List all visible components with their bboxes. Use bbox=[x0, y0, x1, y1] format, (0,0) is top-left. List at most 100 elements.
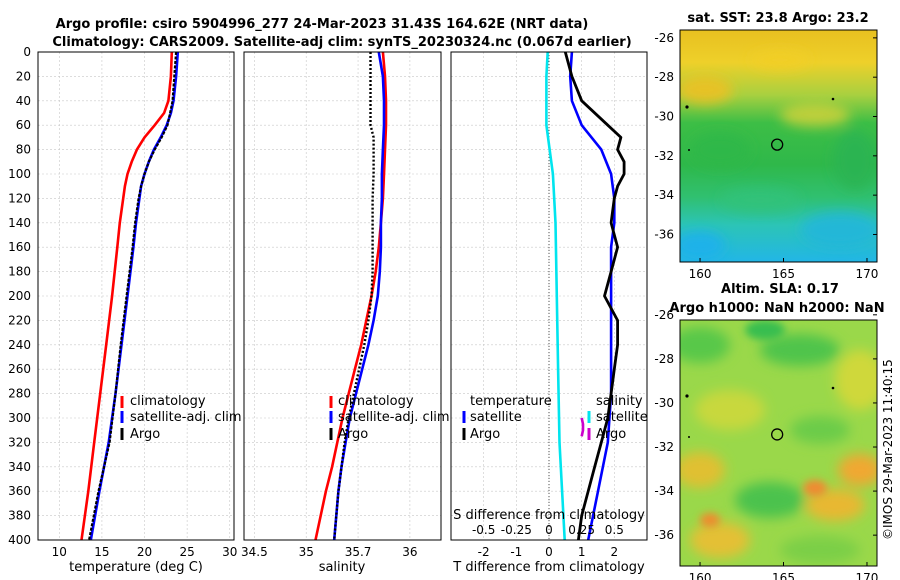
t-difference-tick-label: 0 bbox=[545, 545, 553, 559]
depth-tick-label: 100 bbox=[8, 167, 31, 181]
s-difference-tick-labels: -0.5 -0.25 0 0.25 0.5 bbox=[472, 523, 624, 537]
depth-tick-label: 340 bbox=[8, 460, 31, 474]
sst-map-panel: sat. SST: 23.8 Argo: 23.2 160 165 170 -26 -2… bbox=[654, 11, 878, 281]
depth-tick-label: 380 bbox=[8, 509, 31, 523]
difference-panel: -2 -1 0 1 2 -0.5 -0.25 0 0.25 0.5 S difference f… bbox=[450, 51, 648, 575]
island-dot bbox=[688, 149, 690, 151]
s-difference-tick-label: -0.25 bbox=[501, 523, 532, 537]
title-line-1: Argo profile: csiro 5904996_277 24-Mar-2… bbox=[56, 17, 589, 32]
legend-label-argo: Argo bbox=[130, 427, 160, 442]
map-lat-tick-label: -34 bbox=[654, 188, 674, 202]
argo-location-marker bbox=[771, 428, 784, 441]
depth-tick-label: 160 bbox=[8, 240, 31, 254]
legend-title-salinity: salinity bbox=[596, 394, 643, 409]
map-lon-tick-label: 165 bbox=[772, 571, 795, 580]
s-difference-tick-label: -0.5 bbox=[472, 523, 495, 537]
map-lat-tick-label: -36 bbox=[654, 227, 674, 241]
t-difference-tick-label: 2 bbox=[611, 545, 619, 559]
legend-label-satellite: satellite-adj. clim bbox=[130, 410, 242, 425]
salinity-difference-legend: salinity satellite Argo bbox=[587, 394, 648, 442]
sla-map-subtitle: Argo h1000: NaN h2000: NaN bbox=[669, 301, 884, 316]
series-s-argo-line bbox=[580, 417, 585, 437]
island-dot bbox=[685, 394, 689, 398]
depth-tick-label: 320 bbox=[8, 435, 31, 449]
temperature-tick-label: 15 bbox=[94, 545, 109, 559]
sla-map-tick-labels: 160 165 170 -26 -28 -30 -32 -34 -36 bbox=[654, 308, 878, 580]
salinity-tick-label: 34.5 bbox=[241, 545, 268, 559]
map-lon-tick-label: 160 bbox=[689, 267, 712, 281]
t-difference-tick-label: 1 bbox=[578, 545, 586, 559]
depth-tick-label: 20 bbox=[16, 69, 31, 83]
depth-tick-label: 120 bbox=[8, 191, 31, 205]
map-lat-tick-label: -26 bbox=[654, 31, 674, 45]
map-lon-tick-label: 170 bbox=[856, 267, 879, 281]
title-line-2: Climatology: CARS2009. Satellite-adj cli… bbox=[52, 35, 631, 50]
t-difference-xlabel: T difference from climatology bbox=[452, 560, 645, 575]
depth-tick-label: 400 bbox=[8, 533, 31, 547]
temperature-tick-label: 20 bbox=[137, 545, 152, 559]
salinity-series bbox=[314, 51, 388, 541]
depth-tick-label: 300 bbox=[8, 411, 31, 425]
sla-map-title: Altim. SLA: 0.17 bbox=[721, 282, 839, 297]
map-lat-tick-label: -28 bbox=[654, 70, 674, 84]
series-argo-line bbox=[333, 52, 375, 541]
t-difference-tick-label: -1 bbox=[510, 545, 522, 559]
temperature-tick-label: 25 bbox=[179, 545, 194, 559]
map-lat-tick-label: -36 bbox=[654, 528, 674, 542]
salinity-panel: 34.5 35 35.7 36 salinity climatology satell… bbox=[241, 51, 450, 575]
sla-map-image bbox=[680, 320, 877, 566]
sst-map-tick-labels: 160 165 170 -26 -28 -30 -32 -34 -36 bbox=[654, 31, 878, 281]
island-dot bbox=[831, 97, 835, 101]
depth-tick-labels: 0 20 40 60 80 100 120 140 160 180 200 220 240 260 280 3… bbox=[8, 45, 31, 547]
sst-map-title: sat. SST: 23.8 Argo: 23.2 bbox=[687, 11, 868, 26]
map-lat-tick-label: -30 bbox=[654, 110, 674, 124]
depth-tick-label: 220 bbox=[8, 313, 31, 327]
salinity-tick-labels: 34.5 35 35.7 36 bbox=[241, 545, 418, 559]
map-lon-tick-label: 165 bbox=[772, 267, 795, 281]
s-difference-tick-label: 0.25 bbox=[568, 523, 595, 537]
series-climatology-line bbox=[314, 51, 388, 541]
map-lat-tick-label: -32 bbox=[654, 149, 674, 163]
sla-map-panel: Altim. SLA: 0.17 Argo h1000: NaN h2000: … bbox=[654, 282, 884, 580]
salinity-tick-label: 35 bbox=[299, 545, 314, 559]
temperature-grid bbox=[38, 51, 234, 541]
t-difference-tick-labels: -2 -1 0 1 2 bbox=[478, 545, 618, 559]
series-climatology-line bbox=[80, 51, 174, 541]
map-lon-tick-label: 170 bbox=[856, 571, 879, 580]
difference-series bbox=[545, 51, 626, 541]
series-argo-line bbox=[88, 51, 178, 541]
legend-title-temperature: temperature bbox=[470, 394, 552, 409]
map-lat-tick-label: -34 bbox=[654, 484, 674, 498]
series-t-argo-line bbox=[563, 51, 626, 541]
legend-label-climatology: climatology bbox=[130, 394, 206, 409]
depth-tick-label: 180 bbox=[8, 265, 31, 279]
legend-label-t-argo: Argo bbox=[470, 427, 500, 442]
imos-timestamp: ©IMOS 29-Mar-2023 11:40:15 bbox=[881, 359, 895, 540]
temperature-series bbox=[80, 51, 180, 541]
salinity-legend: climatology satellite-adj. clim Argo bbox=[329, 394, 450, 442]
island-dot bbox=[688, 436, 690, 438]
argo-location-marker bbox=[771, 138, 784, 151]
salinity-tick-label: 35.7 bbox=[345, 545, 372, 559]
legend-label-climatology: climatology bbox=[338, 394, 414, 409]
difference-grid bbox=[451, 51, 647, 541]
series-s-satellite-line bbox=[545, 51, 566, 541]
depth-tick-label: 0 bbox=[23, 45, 31, 59]
legend-label-s-argo: Argo bbox=[596, 427, 626, 442]
legend-label-argo: Argo bbox=[338, 427, 368, 442]
depth-tick-label: 140 bbox=[8, 216, 31, 230]
temperature-tick-labels: 10 15 20 25 30 bbox=[52, 545, 238, 559]
island-dot bbox=[831, 386, 835, 390]
sst-map-image bbox=[680, 30, 877, 262]
sla-map-frame bbox=[679, 319, 878, 567]
depth-tick-label: 280 bbox=[8, 387, 31, 401]
sst-map-frame bbox=[679, 29, 878, 263]
map-lat-tick-label: -30 bbox=[654, 396, 674, 410]
depth-tick-label: 60 bbox=[16, 118, 31, 132]
legend-label-satellite: satellite-adj. clim bbox=[338, 410, 450, 425]
t-difference-tick-label: -2 bbox=[478, 545, 490, 559]
legend-label-s-satellite: satellite bbox=[596, 410, 648, 425]
depth-tick-label: 360 bbox=[8, 484, 31, 498]
island-dot bbox=[685, 105, 689, 109]
